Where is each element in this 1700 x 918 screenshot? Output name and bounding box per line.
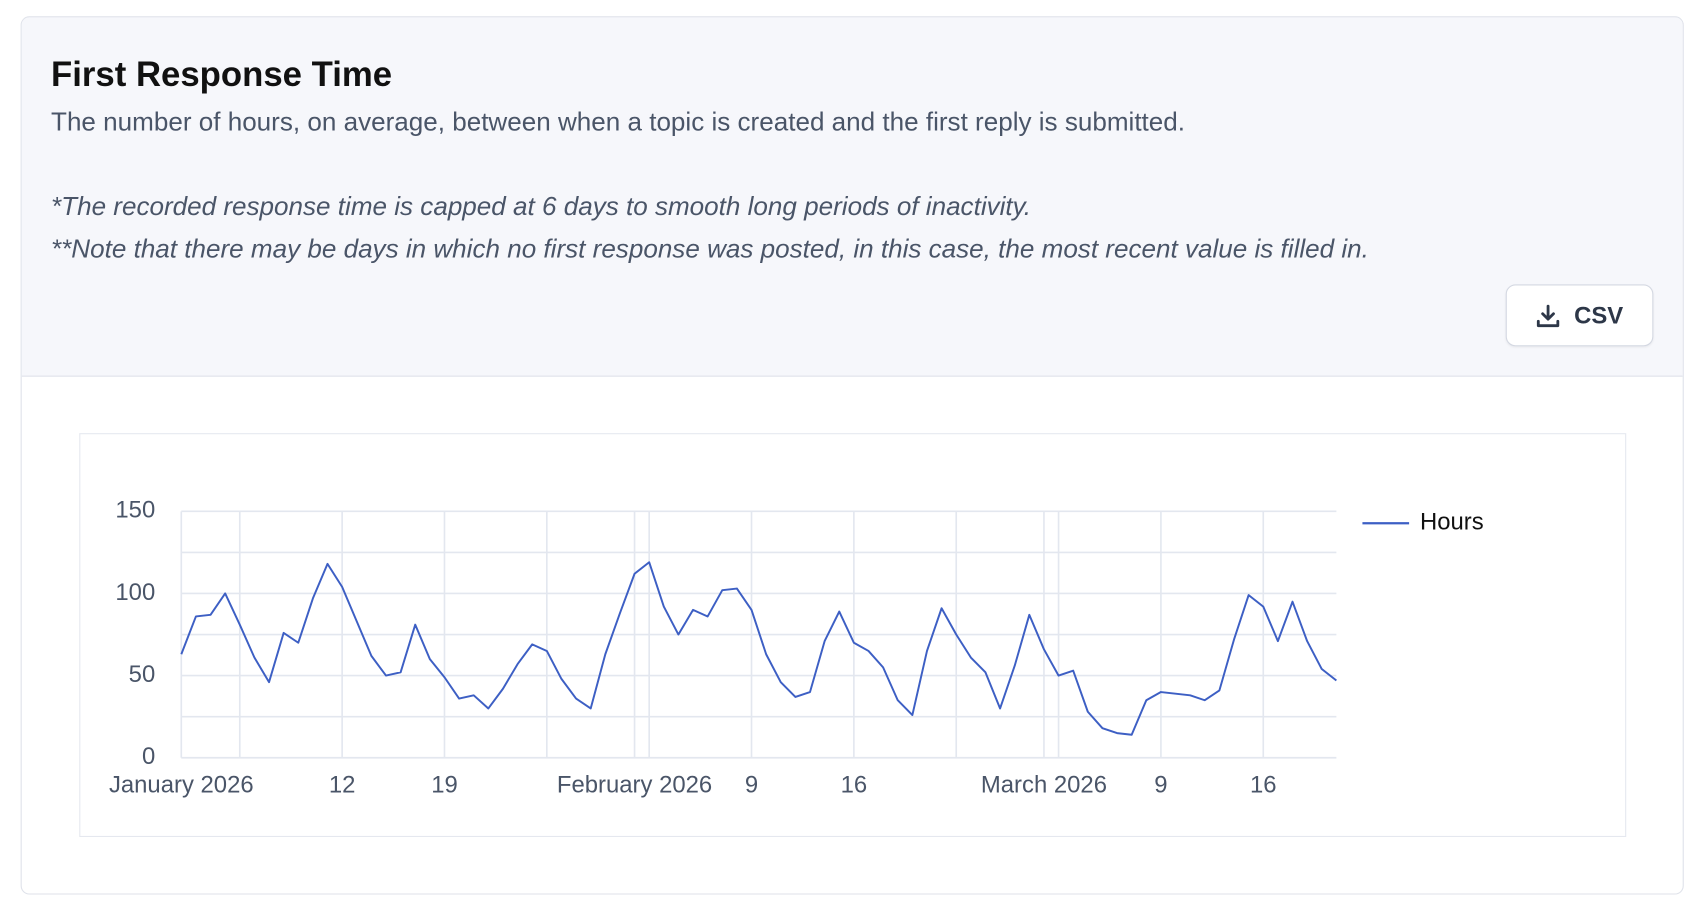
x-tick-label: March 2026 [981,771,1107,798]
y-tick-label: 50 [129,661,156,688]
x-tick-label: 12 [329,771,356,798]
legend-label: Hours [1420,509,1484,536]
y-tick-label: 150 [115,497,155,524]
x-tick-label: January 2026 [109,771,254,798]
title: First Response Time [51,54,393,94]
x-tick-label: 9 [1154,771,1167,798]
csv-button[interactable]: CSV [1505,284,1654,347]
x-tick-label: 19 [431,771,458,798]
chart-box [79,433,1627,837]
x-tick-label: 16 [841,771,868,798]
csv-label: CSV [1574,301,1624,329]
y-tick-label: 0 [142,743,155,770]
description: The number of hours, on average, between… [51,107,1186,137]
y-tick-label: 100 [115,579,155,606]
data-line [180,561,1337,736]
download-icon [1536,304,1560,328]
x-tick-label: 16 [1250,771,1277,798]
x-tick-label: February 2026 [557,771,712,798]
note: *The recorded response time is capped at… [51,192,1032,222]
report-card: First Response Time The number of hours,… [20,16,1684,895]
report-header: First Response Time The number of hours,… [21,17,1683,377]
x-tick-label: 9 [745,771,758,798]
note: **Note that there may be days in which n… [51,234,1369,264]
